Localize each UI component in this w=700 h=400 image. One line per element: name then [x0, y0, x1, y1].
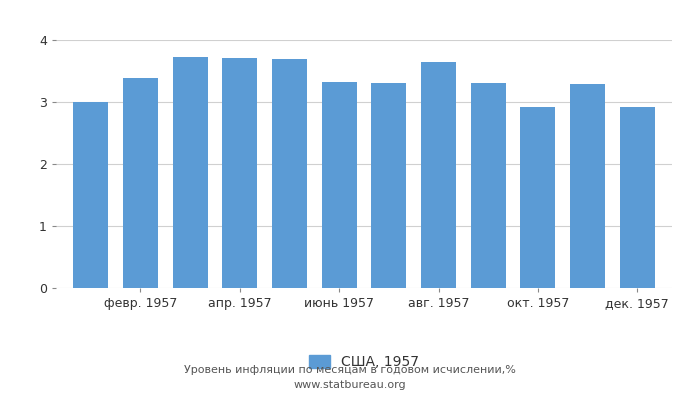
- Bar: [421, 62, 456, 288]
- Bar: [521, 107, 555, 288]
- Bar: [471, 83, 505, 288]
- Bar: [123, 78, 158, 288]
- Bar: [620, 107, 654, 288]
- Bar: [223, 58, 257, 288]
- Bar: [570, 84, 605, 288]
- Bar: [173, 57, 207, 288]
- Legend: США, 1957: США, 1957: [304, 350, 424, 375]
- Text: Уровень инфляции по месяцам в годовом исчислении,%: Уровень инфляции по месяцам в годовом ис…: [184, 365, 516, 375]
- Bar: [272, 58, 307, 288]
- Text: www.statbureau.org: www.statbureau.org: [294, 380, 406, 390]
- Bar: [372, 83, 406, 288]
- Bar: [74, 102, 108, 288]
- Bar: [322, 82, 356, 288]
